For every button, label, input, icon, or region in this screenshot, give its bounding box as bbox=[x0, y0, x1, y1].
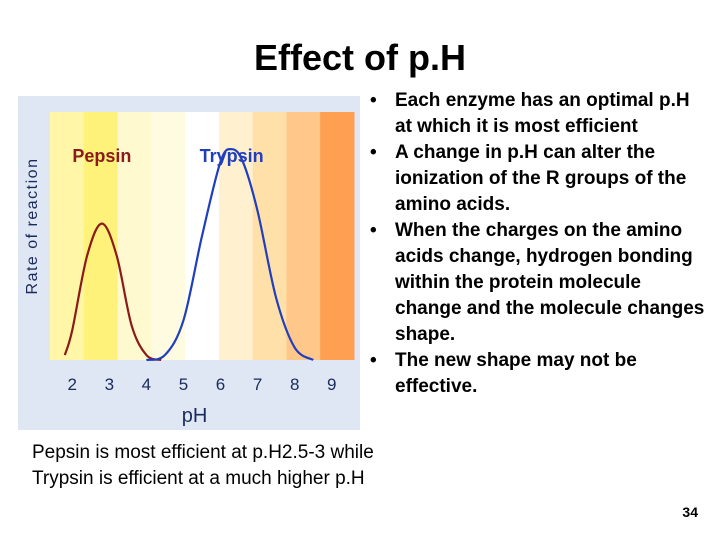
x-tick-label: 8 bbox=[290, 375, 299, 394]
x-tick-label: 7 bbox=[253, 375, 262, 394]
curves bbox=[63, 148, 314, 362]
caption-text: Pepsin is most efficient at p.H2.5-3 whi… bbox=[32, 442, 374, 489]
bullet-item: • A change in p.H can alter the ionizatio… bbox=[366, 140, 706, 218]
page-number: 34 bbox=[682, 504, 698, 520]
bullet-item: • Each enzyme has an optimal p.H at which… bbox=[366, 88, 706, 140]
x-tick-label: 6 bbox=[216, 375, 225, 394]
series-label-trypsin: Trypsin bbox=[200, 146, 264, 166]
bullet-list: • Each enzyme has an optimal p.H at which… bbox=[366, 88, 706, 400]
background-band bbox=[50, 112, 85, 360]
bullet-dot: • bbox=[370, 90, 377, 111]
background-band bbox=[286, 112, 321, 360]
bullet-item: • The new shape may not be effective. bbox=[366, 348, 706, 400]
series-line-trypsin bbox=[146, 148, 314, 362]
background-band bbox=[151, 112, 186, 360]
bullet-dot: • bbox=[370, 142, 377, 163]
background-band bbox=[83, 112, 119, 360]
bullet-text: A change in p.H can alter the ionization… bbox=[395, 142, 687, 215]
bullet-item: • When the charges on the amino acids cha… bbox=[366, 218, 706, 348]
bullet-text: Each enzyme has an optimal p.H at which … bbox=[395, 90, 690, 137]
background-band bbox=[320, 112, 355, 360]
series-labels: Pepsin Trypsin bbox=[72, 146, 263, 166]
background-band bbox=[117, 112, 152, 360]
series-line-pepsin bbox=[63, 222, 162, 362]
x-tick-label: 5 bbox=[179, 375, 188, 394]
x-tick-label: 3 bbox=[105, 375, 114, 394]
x-tick-labels: 2 3 4 5 6 7 8 9 bbox=[68, 375, 337, 394]
bullet-text: The new shape may not be effective. bbox=[395, 350, 637, 397]
x-tick-label: 2 bbox=[68, 375, 77, 394]
x-axis-label: pH bbox=[182, 405, 208, 427]
slide-title: Effect of p.H bbox=[254, 37, 466, 78]
bullet-text: When the charges on the amino acids chan… bbox=[395, 220, 705, 345]
bullet-dot: • bbox=[370, 350, 377, 371]
x-tick-label: 4 bbox=[142, 375, 151, 394]
x-tick-label: 9 bbox=[327, 375, 336, 394]
bullet-dot: • bbox=[370, 220, 377, 241]
series-label-pepsin: Pepsin bbox=[72, 146, 131, 166]
y-axis-label: Rate of reaction bbox=[24, 158, 41, 295]
